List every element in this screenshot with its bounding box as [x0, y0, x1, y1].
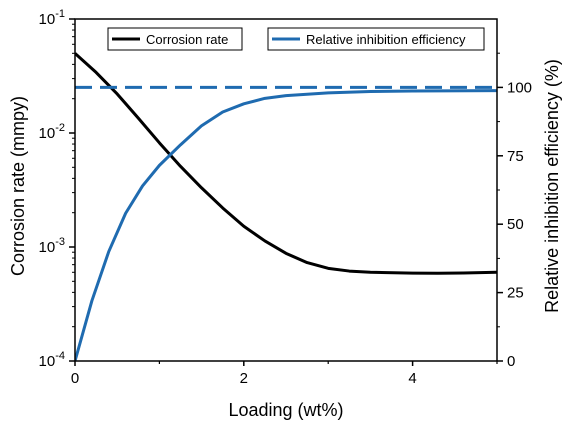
y-left-tick-label: 10-1 [39, 8, 65, 28]
y-left-axis-title: Corrosion rate (mmpy) [8, 96, 28, 276]
y-right-tick-label: 50 [507, 216, 524, 233]
legend-box-corrosion [107, 27, 243, 51]
y-left-tick-label: 10-2 [39, 122, 65, 142]
y-right-tick-label: 25 [507, 285, 524, 302]
x-tick-label: 4 [408, 370, 416, 387]
y-right-tick-label: 0 [507, 353, 515, 370]
y-right-tick-label: 75 [507, 148, 524, 165]
series-line-relative-inhibition-efficiency [75, 89, 497, 361]
series-layer [75, 52, 497, 361]
series-line-corrosion-rate [75, 52, 497, 275]
x-tick-label: 0 [71, 370, 79, 387]
y-right-axis-title: Relative inhibition efficiency (%) [542, 59, 562, 313]
y-left-tick-label: 10-3 [39, 236, 65, 256]
legend: Corrosion rate Relative inhibition effic… [107, 27, 485, 51]
x-axis-title: Loading (wt%) [228, 400, 343, 420]
y-right-tick-label: 100 [507, 79, 532, 96]
legend-label-efficiency: Relative inhibition efficiency [306, 32, 466, 47]
y-left-tick-label: 10-4 [39, 350, 65, 370]
x-tick-label: 2 [240, 370, 248, 387]
legend-label-corrosion: Corrosion rate [146, 32, 228, 47]
legend-box-efficiency [267, 27, 485, 51]
axes-layer: 0 2 4 10-4 10-3 10-2 10-1 0 25 50 75 100 [39, 8, 533, 387]
